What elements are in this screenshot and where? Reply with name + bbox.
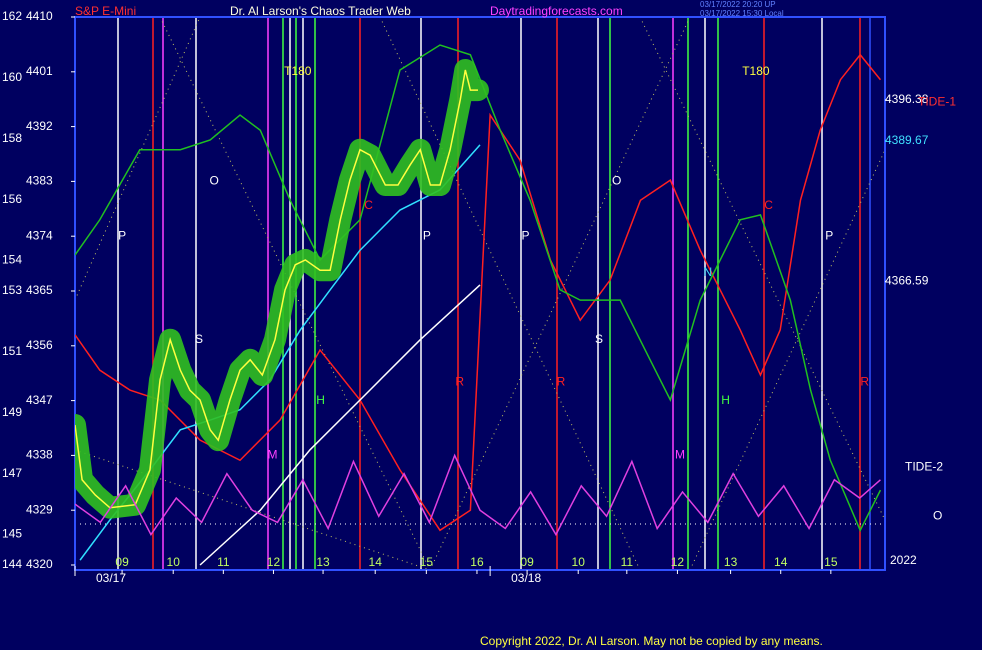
y2-tick-label: 158 — [2, 131, 22, 145]
annotation: S — [195, 332, 203, 346]
annotation: M — [267, 448, 277, 462]
date-label: 03/18 — [511, 571, 541, 585]
y-tick-label: 4392 — [26, 119, 53, 133]
y-tick-label: 4383 — [26, 174, 53, 188]
annotation: R — [557, 375, 566, 389]
annotation: O — [210, 174, 219, 188]
annotation: H — [316, 393, 325, 407]
y-tick-label: 4338 — [26, 448, 53, 462]
x-tick-label: 14 — [369, 555, 383, 569]
y2-tick-label: 154 — [2, 253, 22, 267]
series-line — [75, 453, 881, 537]
annotation: C — [764, 198, 773, 212]
time-lines — [117, 17, 871, 570]
y2-tick-label: 147 — [2, 466, 22, 480]
annotation: T180 — [742, 64, 770, 78]
annotation: H — [721, 393, 730, 407]
x-tick-label: 12 — [267, 555, 281, 569]
y-tick-label: 4410 — [26, 9, 53, 23]
level-label: 4389.67 — [885, 133, 929, 147]
y2-tick-label: 153 — [2, 283, 22, 297]
year-label: 2022 — [890, 553, 917, 567]
y-tick-label: 4329 — [26, 502, 53, 516]
x-tick-label: 10 — [572, 555, 586, 569]
tide-label: TIDE-1 — [918, 94, 956, 108]
annotation: R — [860, 375, 869, 389]
x-tick-label: 09 — [115, 555, 129, 569]
stamp: 03/17/2022 15:30 Local — [700, 9, 784, 18]
y2-tick-label: 162 — [2, 9, 22, 23]
y2-tick-label: 151 — [2, 344, 22, 358]
stamp: 03/17/2022 20:20 UP — [700, 0, 776, 9]
level-label: 4366.59 — [885, 273, 929, 287]
x-tick-label: 15 — [824, 555, 838, 569]
x-tick-label: 10 — [167, 555, 181, 569]
annotation: P — [423, 228, 431, 242]
annotation: C — [364, 198, 373, 212]
y-tick-label: 4401 — [26, 64, 53, 78]
series-line — [199, 284, 481, 566]
y-tick-label: 4347 — [26, 393, 53, 407]
annotation: R — [455, 375, 464, 389]
plot-frame — [74, 16, 886, 571]
x-tick-label: 16 — [470, 555, 484, 569]
annotation: P — [825, 228, 833, 242]
site: Daytradingforecasts.com — [490, 4, 623, 18]
y2-tick-label: 156 — [2, 192, 22, 206]
y2-tick-label: 160 — [2, 70, 22, 84]
marker-o: O — [933, 508, 942, 522]
x-tick-label: 13 — [724, 555, 738, 569]
x-tick-label: 12 — [671, 555, 685, 569]
chart-title: Dr. Al Larson's Chaos Trader Web — [230, 4, 411, 18]
annotation: T180 — [284, 64, 312, 78]
series-line — [75, 69, 478, 509]
level-label: 4396.38 — [885, 92, 929, 106]
series-line — [75, 44, 882, 533]
y-tick-label: 4374 — [26, 228, 53, 242]
annotation: P — [522, 228, 530, 242]
annotation: P — [118, 228, 126, 242]
date-label: 03/17 — [96, 571, 126, 585]
annotation: N — [703, 265, 712, 279]
y2-tick-label: 149 — [2, 405, 22, 419]
y2-tick-label: 145 — [2, 527, 22, 541]
y-tick-label: 4365 — [26, 283, 53, 297]
tide-label: TIDE-2 — [905, 460, 943, 474]
annotation: M — [675, 448, 685, 462]
x-tick-label: 13 — [316, 555, 330, 569]
x-tick-label: 11 — [621, 555, 634, 569]
annotation: S — [595, 332, 603, 346]
y2-tick-label: 144 — [2, 557, 22, 571]
instrument: S&P E-Mini — [75, 4, 136, 18]
copyright: Copyright 2022, Dr. Al Larson. May not b… — [480, 634, 823, 648]
diagonals — [74, 16, 886, 571]
x-tick-label: 11 — [217, 555, 230, 569]
x-tick-label: 14 — [774, 555, 788, 569]
x-tick-label: 15 — [420, 555, 434, 569]
x-tick-label: 09 — [520, 555, 534, 569]
y-tick-label: 4356 — [26, 338, 53, 352]
y-tick-label: 4320 — [26, 557, 53, 571]
annotation: O — [612, 174, 621, 188]
